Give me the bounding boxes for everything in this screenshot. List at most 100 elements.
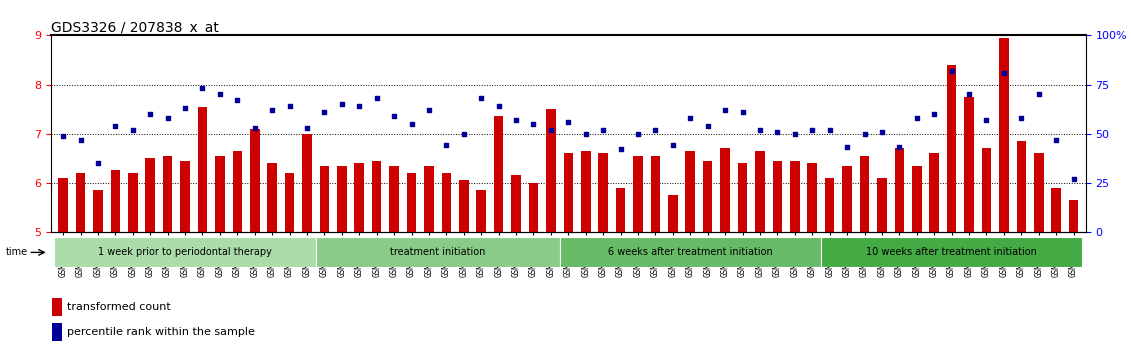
Bar	[965, 97, 974, 232]
Bar	[912, 166, 922, 232]
Point	[559, 119, 577, 125]
Bar	[459, 180, 468, 232]
Point	[193, 86, 211, 91]
Point	[542, 127, 560, 132]
Point	[925, 111, 943, 117]
Point	[577, 131, 595, 136]
Point	[1047, 137, 1065, 142]
Bar	[316, 237, 560, 267]
Bar	[808, 163, 817, 232]
Point	[333, 101, 351, 107]
Bar	[895, 148, 904, 232]
Text: 10 weeks after treatment initiation: 10 weeks after treatment initiation	[866, 247, 1037, 257]
Bar	[791, 161, 800, 232]
Bar	[772, 161, 783, 232]
Bar	[650, 156, 661, 232]
Point	[420, 107, 438, 113]
Point	[734, 109, 752, 115]
Point	[280, 103, 299, 109]
Point	[786, 131, 804, 136]
Bar	[250, 129, 259, 232]
Bar	[407, 173, 416, 232]
Text: 1 week prior to periodontal therapy: 1 week prior to periodontal therapy	[98, 247, 271, 257]
Point	[525, 121, 543, 127]
Point	[438, 143, 456, 148]
Bar	[633, 156, 642, 232]
Bar	[1017, 141, 1026, 232]
Bar	[563, 153, 573, 232]
Point	[908, 115, 926, 121]
Point	[89, 160, 107, 166]
Point	[1012, 115, 1030, 121]
Bar	[843, 166, 852, 232]
Point	[385, 113, 403, 119]
Point	[228, 97, 247, 103]
Point	[647, 127, 665, 132]
Bar	[947, 65, 957, 232]
Point	[455, 131, 473, 136]
Point	[210, 92, 228, 97]
Text: 6 weeks after treatment initiation: 6 weeks after treatment initiation	[607, 247, 772, 257]
Point	[768, 129, 786, 135]
Bar	[93, 190, 103, 232]
Bar	[824, 178, 835, 232]
Point	[612, 147, 630, 152]
Bar	[233, 151, 242, 232]
Bar	[1069, 200, 1078, 232]
Bar	[441, 173, 451, 232]
Point	[890, 144, 908, 150]
Point	[1064, 176, 1082, 182]
Point	[629, 131, 647, 136]
Point	[71, 137, 89, 142]
Point	[106, 123, 124, 129]
Point	[942, 68, 960, 74]
Text: treatment initiation: treatment initiation	[390, 247, 485, 257]
Point	[490, 103, 508, 109]
Point	[855, 131, 873, 136]
Bar	[685, 151, 696, 232]
Bar	[372, 161, 381, 232]
Point	[123, 127, 141, 132]
Bar	[337, 166, 346, 232]
Bar	[302, 133, 312, 232]
Bar	[198, 107, 207, 232]
Bar	[76, 173, 85, 232]
Point	[472, 96, 490, 101]
Point	[368, 96, 386, 101]
Bar	[59, 178, 68, 232]
Point	[716, 107, 734, 113]
Bar	[320, 166, 329, 232]
Bar	[354, 163, 364, 232]
Bar	[860, 156, 870, 232]
Point	[977, 117, 995, 123]
Bar	[494, 116, 503, 232]
Bar	[702, 161, 713, 232]
Bar	[737, 163, 748, 232]
Point	[158, 115, 176, 121]
Bar	[1034, 153, 1044, 232]
Bar	[581, 151, 590, 232]
Point	[141, 111, 159, 117]
Point	[821, 127, 839, 132]
Point	[297, 125, 316, 131]
Bar	[52, 298, 62, 316]
Bar	[930, 153, 939, 232]
Text: percentile rank within the sample: percentile rank within the sample	[67, 327, 254, 337]
Bar	[528, 183, 538, 232]
Point	[176, 105, 195, 111]
Bar	[560, 237, 821, 267]
Bar	[878, 178, 887, 232]
Text: transformed count: transformed count	[67, 302, 171, 312]
Point	[995, 70, 1013, 75]
Bar	[215, 156, 225, 232]
Bar	[546, 109, 555, 232]
Bar	[163, 156, 172, 232]
Bar	[511, 175, 521, 232]
Point	[316, 109, 334, 115]
Bar	[111, 171, 120, 232]
Text: time: time	[6, 247, 28, 257]
Bar	[615, 188, 625, 232]
Bar	[146, 158, 155, 232]
Point	[264, 107, 282, 113]
Bar	[756, 151, 765, 232]
